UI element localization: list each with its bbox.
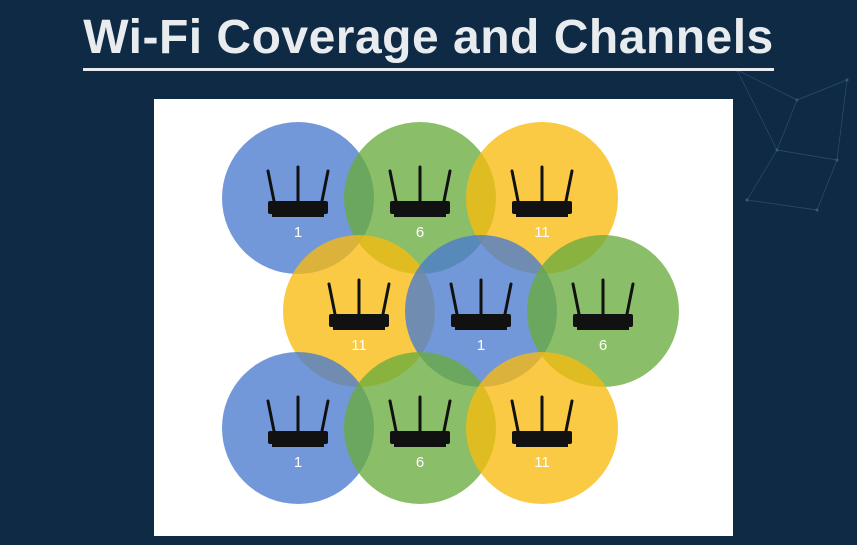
coverage-cell-channel-11: 11 [466, 122, 618, 274]
coverage-diagram-panel: 1 6 11 11 1 6 1 6 11 [154, 99, 733, 536]
router-icon [266, 165, 330, 217]
channel-label: 11 [351, 337, 367, 354]
router-icon [449, 278, 513, 330]
coverage-cell-channel-11: 11 [466, 352, 618, 504]
coverage-cell-channel-6: 6 [527, 235, 679, 387]
coverage-cell-channel-11: 11 [283, 235, 435, 387]
slide-title-text: Wi-Fi Coverage and Channels [83, 10, 774, 71]
channel-label: 1 [294, 224, 302, 241]
router-icon [388, 395, 452, 447]
coverage-cell-channel-1: 1 [222, 122, 374, 274]
router-icon [327, 278, 391, 330]
router-icon [388, 165, 452, 217]
coverage-cell-channel-1: 1 [222, 352, 374, 504]
channel-label: 1 [294, 454, 302, 471]
channel-label: 6 [416, 454, 424, 471]
router-icon [571, 278, 635, 330]
channel-label: 6 [599, 337, 607, 354]
slide-title: Wi-Fi Coverage and Channels [0, 10, 857, 71]
router-icon [510, 395, 574, 447]
coverage-cell-channel-1: 1 [405, 235, 557, 387]
channel-label: 11 [534, 454, 550, 471]
channel-label: 1 [477, 337, 485, 354]
network-decoration [735, 68, 849, 212]
coverage-cell-channel-6: 6 [344, 352, 496, 504]
coverage-cell-channel-6: 6 [344, 122, 496, 274]
router-icon [510, 165, 574, 217]
channel-label: 6 [416, 224, 424, 241]
channel-label: 11 [534, 224, 550, 241]
router-icon [266, 395, 330, 447]
